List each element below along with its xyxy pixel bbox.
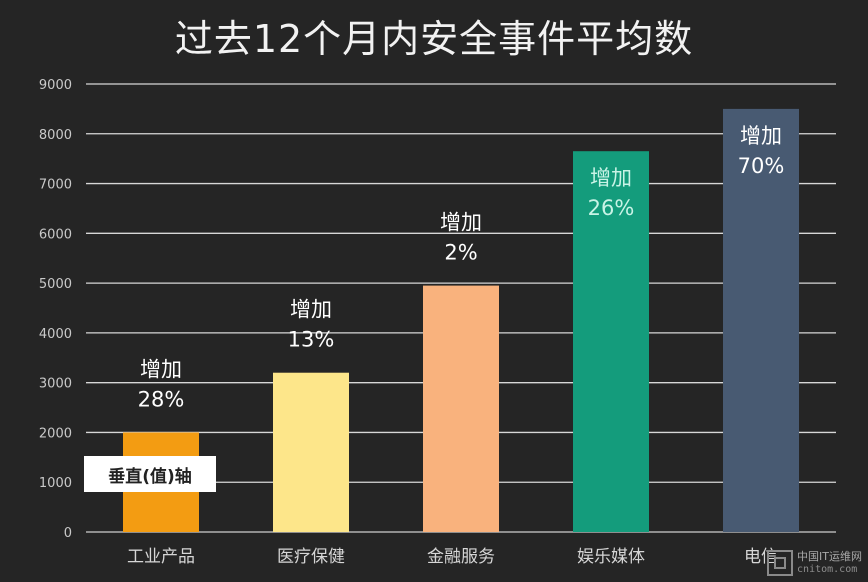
y-tick-label: 9000 (39, 78, 72, 93)
bar-label-line1: 增加 (140, 357, 182, 381)
bar-label-line2: 70% (738, 154, 785, 178)
watermark-cn: 中国IT运维网 (797, 550, 862, 563)
bar (723, 108, 799, 532)
y-tick-label: 8000 (39, 128, 72, 143)
bars (123, 108, 799, 532)
bar-label-line2: 26% (588, 196, 635, 220)
x-category-label: 工业产品 (127, 547, 195, 567)
bar-label-line2: 13% (288, 328, 335, 352)
y-tick-label: 1000 (39, 476, 72, 491)
bar-label-line2: 2% (444, 241, 477, 265)
bar-labels: 增加 28% 增加 13% 增加 2% 增加 26% 增加 70% (138, 124, 785, 412)
chart-title: 过去12个月内安全事件平均数 (174, 17, 694, 61)
bar-label-line1: 增加 (290, 298, 332, 322)
bar-label-line1: 增加 (590, 166, 632, 190)
watermark: 中国IT运维网 cnitom.com (767, 550, 862, 576)
y-tick-label: 2000 (39, 426, 72, 441)
y-tick-label: 0 (64, 526, 72, 541)
y-axis-ticks: 0 1000 2000 3000 4000 5000 6000 7000 8000 9000 (39, 78, 72, 541)
bar (423, 285, 499, 532)
x-category-label: 娱乐媒体 (577, 547, 645, 567)
y-tick-label: 5000 (39, 277, 72, 292)
x-category-label: 金融服务 (427, 547, 495, 567)
bar-label-line2: 28% (138, 387, 185, 411)
x-axis-categories: 工业产品 医疗保健 金融服务 娱乐媒体 电信 (127, 547, 778, 567)
x-category-label: 电信 (744, 547, 778, 567)
bar (273, 372, 349, 532)
x-category-label: 医疗保健 (277, 547, 345, 567)
watermark-logo-icon (767, 550, 794, 576)
y-tick-label: 3000 (39, 377, 72, 392)
y-tick-label: 7000 (39, 178, 72, 193)
y-tick-label: 6000 (39, 227, 72, 242)
watermark-en: cnitom.com (797, 564, 858, 575)
vertical-axis-tag: 垂直(值)轴 (84, 456, 216, 492)
bar (573, 151, 649, 532)
bar-label-line1: 增加 (440, 211, 482, 235)
y-tick-label: 4000 (39, 327, 72, 342)
bar-label-line1: 增加 (740, 124, 782, 148)
